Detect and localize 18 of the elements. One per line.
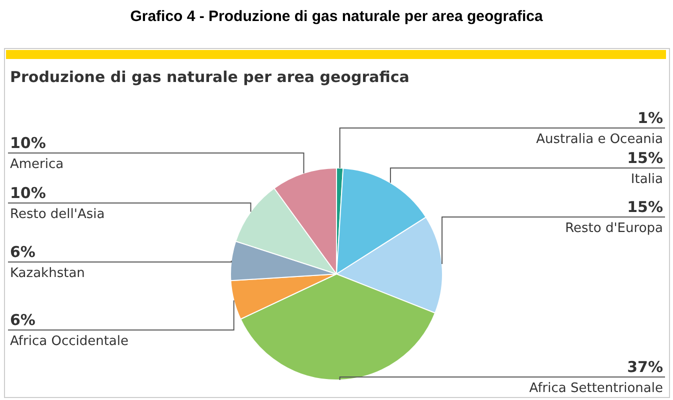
slice-label: Resto dell'Asia <box>10 207 105 222</box>
slice-label: Africa Settentrionale <box>529 381 663 396</box>
data-label: 15% <box>627 198 663 216</box>
slice-label: Africa Occidentale <box>10 334 129 349</box>
data-label: 37% <box>627 358 663 376</box>
slice-label: Italia <box>630 172 663 187</box>
slice-label: Resto d'Europa <box>565 221 663 236</box>
slice-label: America <box>10 157 64 172</box>
data-label: 10% <box>10 134 46 152</box>
slice-label: Kazakhstan <box>10 266 85 281</box>
data-label: 6% <box>10 311 36 329</box>
chart-subtitle: Produzione di gas naturale per area geografica <box>10 68 410 86</box>
data-label: 6% <box>10 243 36 261</box>
slice-label: Australia e Oceania <box>536 132 663 147</box>
data-label: 1% <box>638 109 663 127</box>
data-label: 15% <box>627 149 663 167</box>
chart-title: Grafico 4 - Produzione di gas naturale per area geografica <box>129 8 544 25</box>
data-label: 10% <box>10 184 46 202</box>
